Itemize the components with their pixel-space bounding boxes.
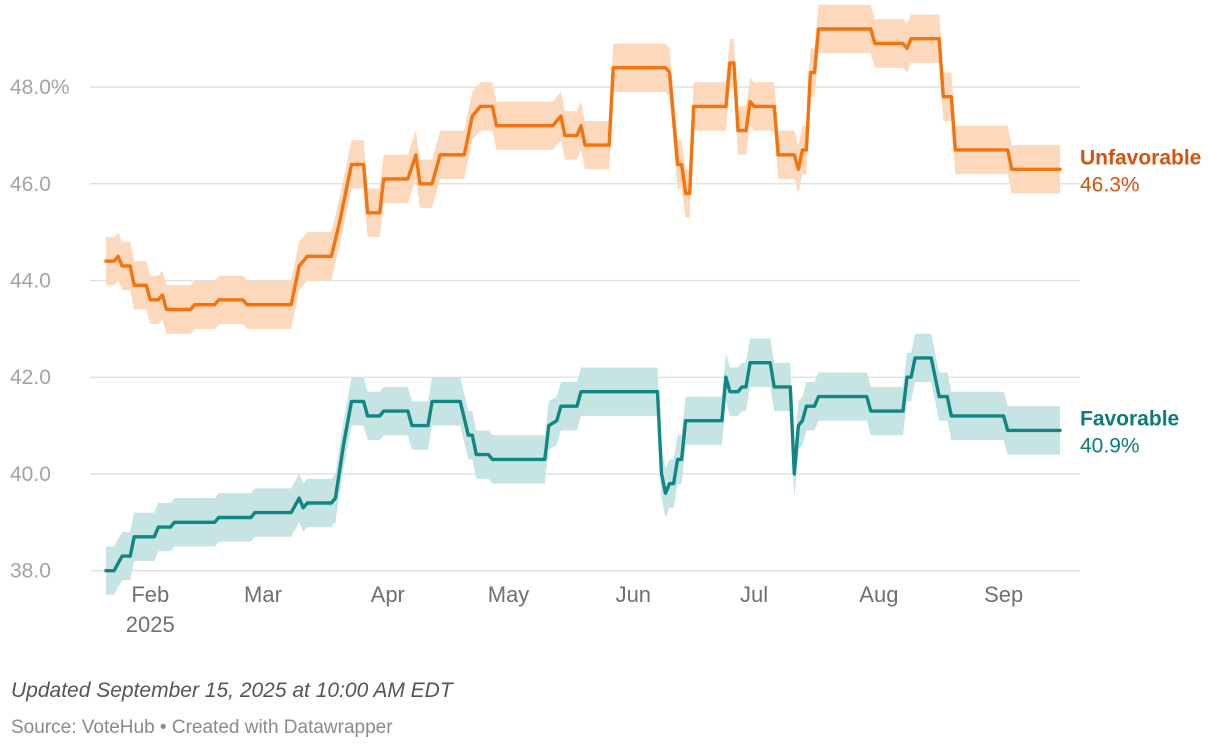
confidence-bands [106,4,1060,595]
band-favorable [106,333,1060,595]
chart-area: 38.0 40.0 42.0 44.0 46.0 48.0% Feb 2025 Mar Apr M… [10,4,1201,637]
x-tick-label: Jun [616,582,651,607]
x-axis-labels: Feb 2025 Mar Apr May Jun Jul Aug Sep [126,582,1023,637]
series-value-favorable: 40.9% [1080,434,1140,457]
x-tick-sublabel: 2025 [126,612,175,637]
y-tick-label: 40.0 [10,463,51,486]
y-tick-label: 46.0 [10,173,51,196]
updated-note: Updated September 15, 2025 at 10:00 AM E… [11,679,453,702]
band-unfavorable [106,4,1060,334]
y-tick-label: 48.0% [10,76,70,99]
x-tick-label: Apr [371,582,405,607]
line-favorable [104,356,1062,573]
series-value-unfavorable: 46.3% [1080,173,1140,196]
x-tick-label: Feb [131,582,169,607]
series-lines [104,27,1062,573]
x-tick-label: Mar [244,582,282,607]
y-tick-label: 42.0 [10,366,51,389]
y-axis-labels: 38.0 40.0 42.0 44.0 46.0 48.0% [10,76,70,583]
series-label-unfavorable: Unfavorable [1080,146,1201,169]
y-tick-label: 38.0 [10,560,51,583]
x-tick-label: Sep [984,582,1023,607]
series-end-labels: Unfavorable 46.3% Favorable 40.9% [1080,146,1201,457]
line-unfavorable [104,27,1062,312]
series-label-favorable: Favorable [1080,407,1179,430]
x-tick-label: Aug [859,582,898,607]
x-tick-label: May [488,582,530,607]
x-tick-label: Jul [740,582,768,607]
y-tick-label: 44.0 [10,269,51,292]
source-credit: Source: VoteHub • Created with Datawrapp… [11,717,393,738]
